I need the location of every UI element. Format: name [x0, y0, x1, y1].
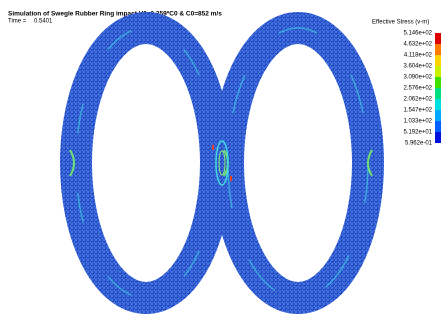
legend-label: 3.090e+02	[403, 75, 432, 81]
legend-swatch	[435, 55, 441, 66]
legend-swatch	[435, 66, 441, 77]
time-value: 0.5401	[34, 19, 53, 25]
time-label: Time =	[8, 19, 27, 25]
legend-label: 4.632e+02	[403, 42, 432, 48]
left-ring	[60, 12, 232, 314]
legend-label: 3.604e+02	[403, 64, 432, 70]
legend-swatch	[435, 77, 441, 88]
legend-label: 4.118e+02	[404, 53, 433, 59]
legend-label: 1.547e+02	[403, 108, 432, 114]
contact-zone	[212, 140, 232, 186]
legend-swatch	[435, 110, 441, 121]
legend-swatch	[435, 132, 441, 143]
legend-swatch	[435, 121, 441, 132]
legend-label: 5.192e+01	[403, 130, 432, 136]
title: Simulation of Swegle Rubber Ring impact …	[8, 11, 222, 18]
right-ring	[212, 12, 384, 314]
legend-label: 5.962e-01	[405, 141, 433, 147]
legend-title: Effective Stress (v-m)	[372, 20, 429, 26]
legend-label: 2.576e+02	[403, 86, 432, 92]
legend: 5.146e+02 4.632e+02 4.118e+02 3.604e+02 3.09…	[403, 31, 441, 147]
legend-swatch	[435, 44, 441, 55]
legend-label: 2.062e+02	[403, 97, 432, 103]
legend-label: 5.146e+02	[403, 31, 432, 37]
legend-label: 1.033e+02	[403, 119, 432, 125]
legend-swatch	[435, 88, 441, 99]
legend-swatch	[435, 99, 441, 110]
legend-swatch	[435, 33, 441, 44]
